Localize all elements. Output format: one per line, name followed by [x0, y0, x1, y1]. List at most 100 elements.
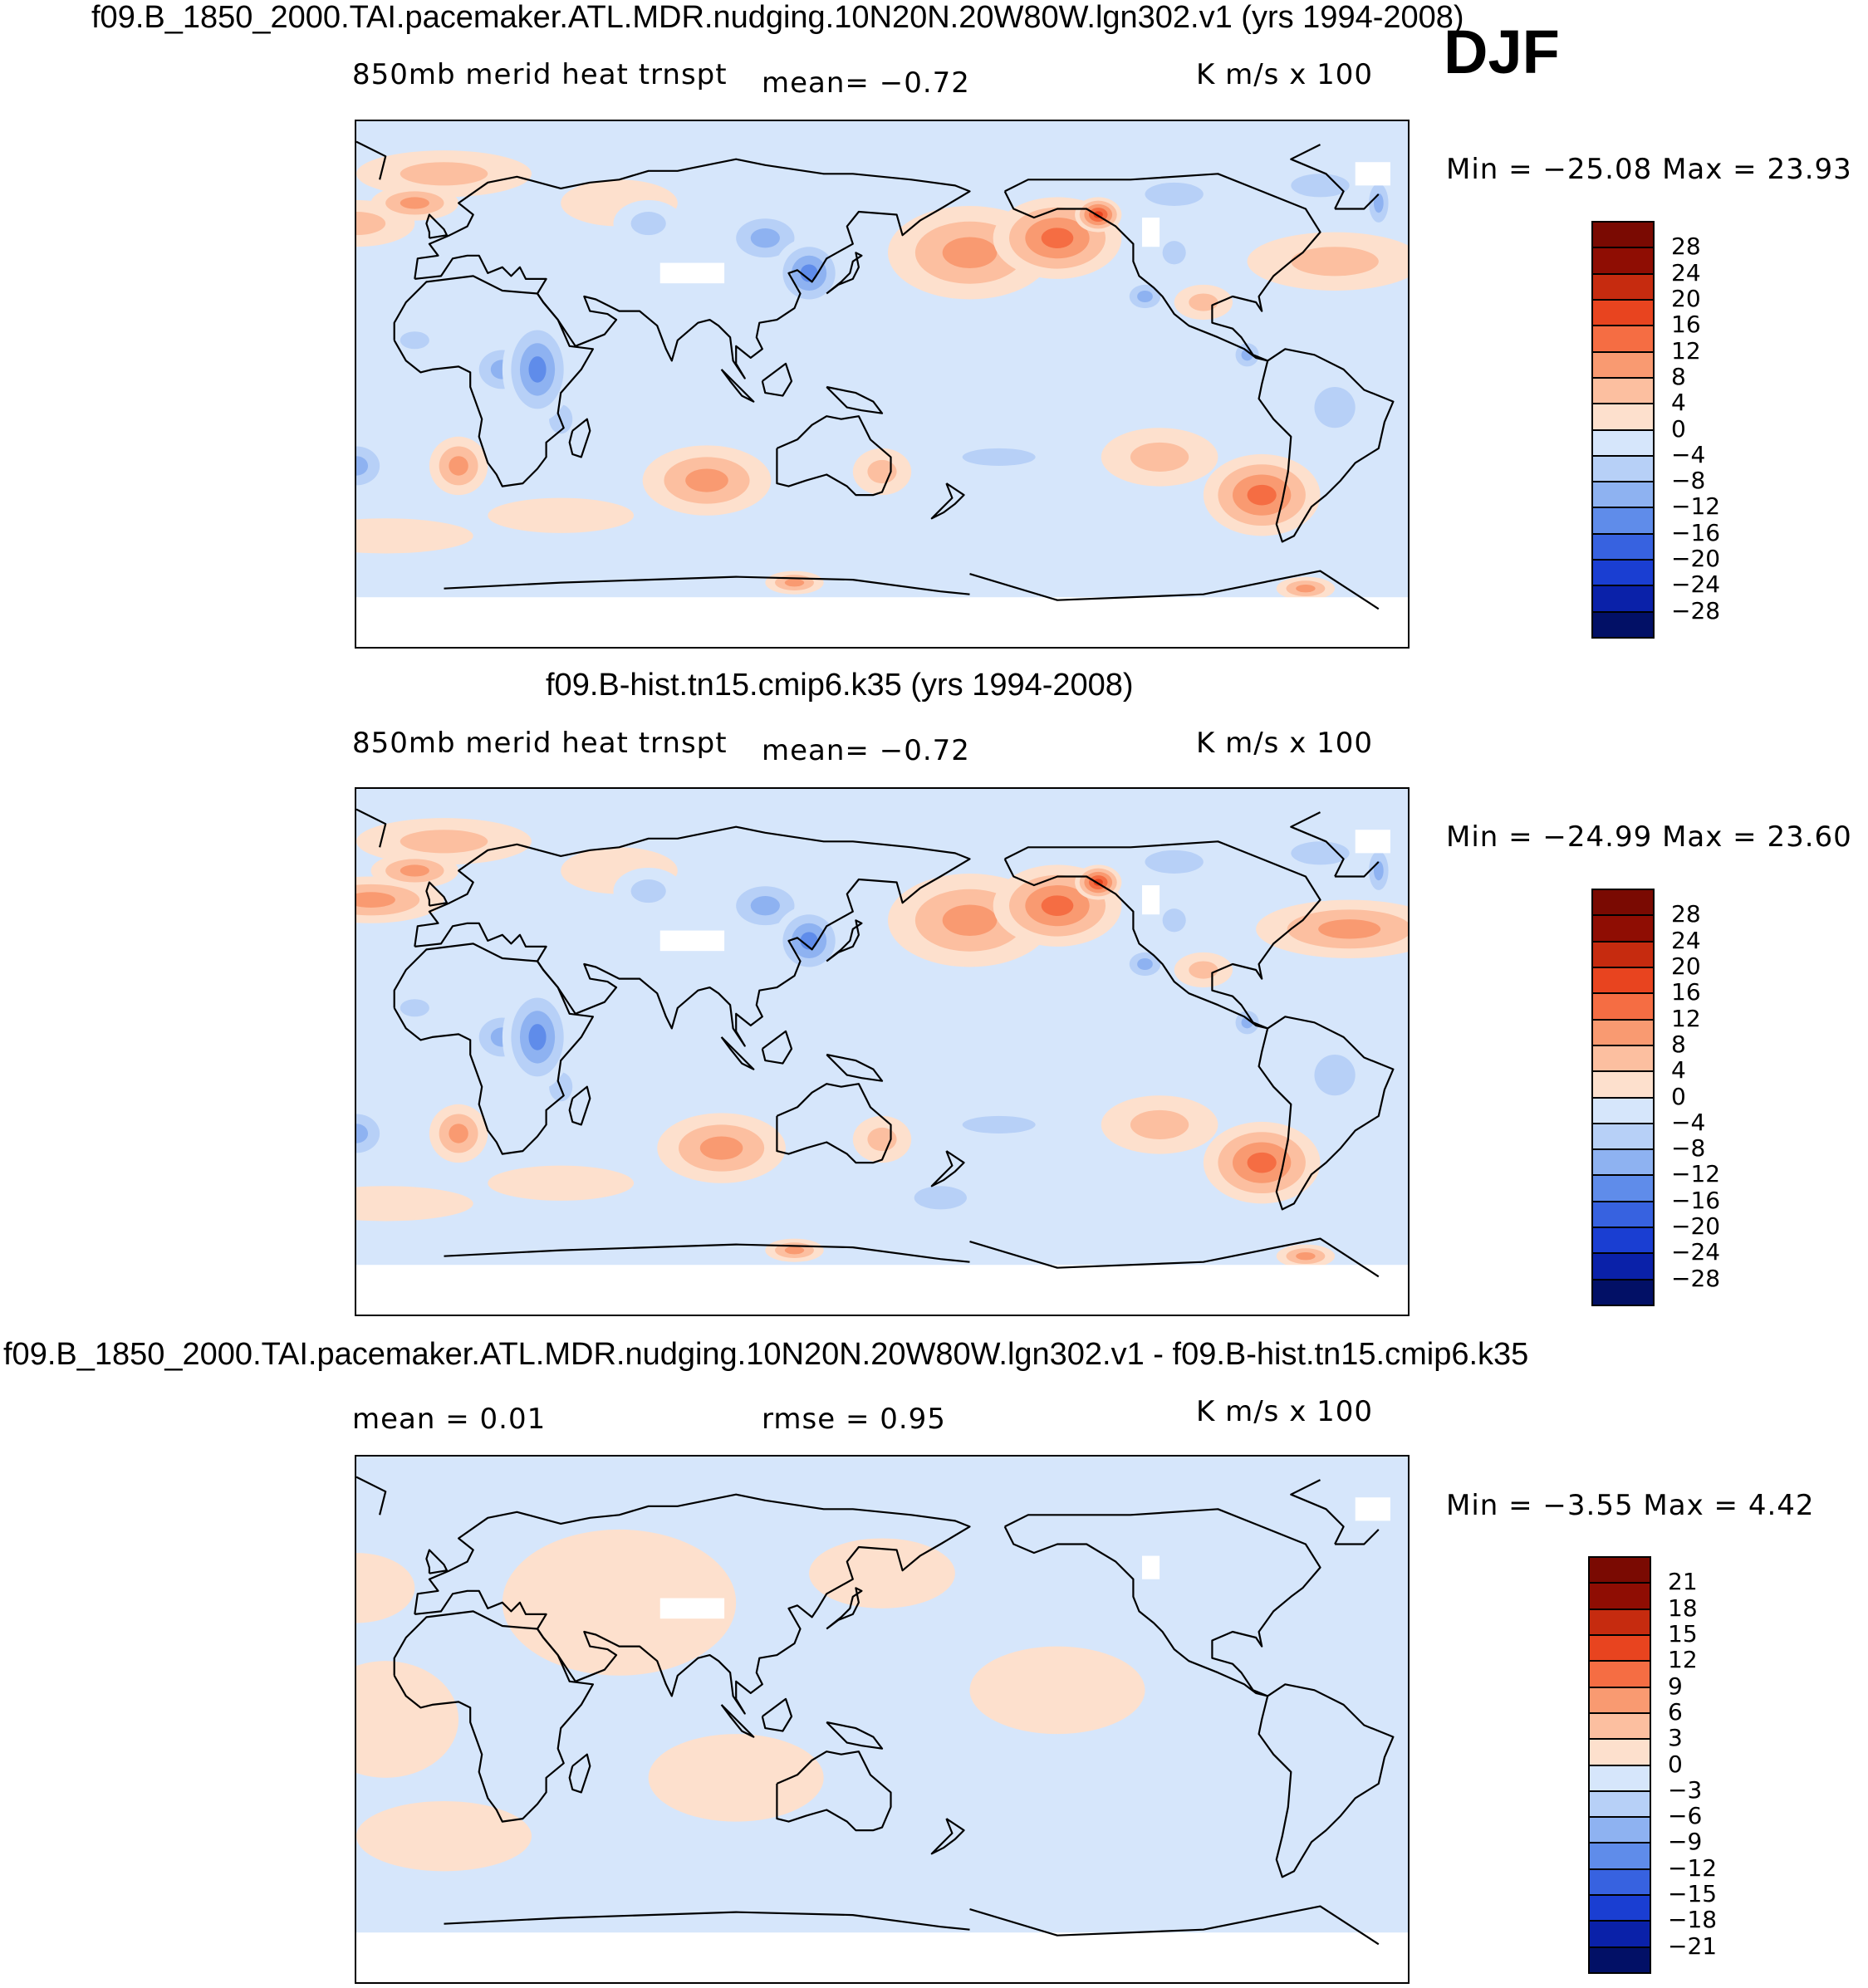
colorbar-label: 20 [1671, 284, 1701, 312]
colorbar-box [1591, 610, 1655, 639]
colorbar-label: −4 [1671, 1108, 1706, 1136]
colorbar-box [1591, 914, 1655, 943]
contour-band [1291, 174, 1350, 198]
colorbar-label: 9 [1668, 1672, 1683, 1700]
panel3-units: K m/s x 100 [1196, 1395, 1374, 1428]
contour-band [699, 1136, 743, 1160]
coastline [1003, 840, 1321, 1030]
contour-band [1189, 293, 1218, 311]
contour-band [569, 1107, 640, 1154]
contour-band [528, 356, 547, 383]
panel3-minmax: Min = −3.55 Max = 4.42 [1446, 1489, 1815, 1522]
colorbar-box [1588, 1868, 1651, 1897]
colorbar-label: −12 [1671, 492, 1721, 521]
contour-band [867, 459, 897, 484]
coastline [776, 415, 892, 497]
panel3-rmse: rmse = 0.95 [762, 1403, 946, 1436]
coastline [720, 1704, 755, 1738]
panel1-mean: mean= −0.72 [762, 66, 970, 100]
colorbar-label: 4 [1671, 1056, 1686, 1085]
colorbar-box [1591, 1148, 1655, 1177]
contour-band [1137, 957, 1153, 971]
contour-band [1247, 1152, 1277, 1173]
antarctica-fill [356, 1265, 1408, 1315]
coastline [568, 418, 591, 458]
colorbar-label: 8 [1671, 362, 1686, 390]
colorbar-box [1588, 1711, 1651, 1741]
season-label: DJF [1444, 17, 1560, 86]
colorbar-box [1591, 1200, 1655, 1229]
contour-band [1041, 895, 1074, 916]
panel1-minmax: Min = −25.08 Max = 23.93 [1446, 153, 1852, 186]
contour-band [1247, 484, 1277, 506]
field-blob [356, 1661, 459, 1778]
antarctica-fill [356, 597, 1408, 647]
colorbar-label: −21 [1668, 1932, 1718, 1960]
panel2-map [355, 787, 1410, 1316]
coastline [826, 1721, 884, 1750]
contour-band [685, 468, 728, 492]
coastline [720, 1036, 755, 1070]
colorbar-label: 4 [1671, 389, 1686, 417]
panel2-minmax: Min = −24.99 Max = 23.60 [1446, 820, 1852, 854]
coastline [1258, 1016, 1395, 1211]
panel1-map [355, 120, 1410, 649]
contour-band [356, 1186, 473, 1222]
contour-band [942, 237, 998, 269]
contour-band [400, 830, 488, 854]
colorbar-box [1591, 1174, 1655, 1202]
panel2-units: K m/s x 100 [1196, 727, 1374, 760]
coastline [720, 369, 755, 403]
contour-band [800, 932, 818, 950]
contour-band [962, 448, 1036, 466]
colorbar-box [1591, 1227, 1655, 1255]
colorbar-label: −3 [1668, 1775, 1703, 1804]
colorbar-label: 16 [1671, 978, 1701, 1006]
colorbar-box [1591, 221, 1655, 249]
coastline [1003, 1508, 1321, 1697]
contour-band [356, 518, 473, 554]
contour-band [875, 990, 947, 1026]
colorbar-box [1588, 1556, 1651, 1584]
panel3-map [355, 1455, 1410, 1984]
contour-band [449, 456, 468, 476]
contour-band [488, 1165, 635, 1201]
contour-band [1318, 919, 1381, 939]
contour-band [1130, 1109, 1189, 1139]
coastline [393, 275, 594, 487]
contour-band [356, 456, 369, 476]
contour-band [867, 1127, 897, 1152]
contour-band [914, 1186, 967, 1210]
colorbar-label: −28 [1671, 596, 1721, 624]
colorbar-box [1591, 1278, 1655, 1306]
contour-band [356, 212, 386, 236]
contour-band [400, 999, 429, 1017]
missing-data-region [659, 262, 725, 284]
colorbar-box [1591, 272, 1655, 301]
colorbar-label: −28 [1671, 1264, 1721, 1292]
coastline [826, 1053, 884, 1082]
colorbar-box [1591, 1070, 1655, 1099]
colorbar-label: 18 [1668, 1594, 1698, 1622]
colorbar-box [1591, 428, 1655, 457]
contour-band [1162, 241, 1186, 265]
field-blob [969, 1646, 1145, 1735]
contour-band [1373, 860, 1384, 881]
panel2-title: f09.B-hist.tn15.cmip6.k35 (yrs 1994-2008… [546, 668, 1134, 703]
contour-band [400, 162, 488, 186]
missing-data-region [1355, 830, 1390, 854]
panel3-colorbar: 21 18 15 12 9 6 3 0 −3 −6 −9 −12 −15 −18 −21 [1588, 1556, 1717, 1974]
colorbar-box [1591, 889, 1655, 917]
colorbar-label: 12 [1671, 1004, 1701, 1032]
contour-band [942, 904, 998, 937]
contour-band [1314, 1055, 1356, 1096]
colorbar-box [1588, 1686, 1651, 1714]
colorbar-box [1591, 1044, 1655, 1073]
missing-data-region [1141, 885, 1160, 915]
field-blob [356, 1800, 532, 1872]
contour-band [875, 322, 947, 358]
contour-band [1145, 850, 1204, 874]
colorbar-label: −20 [1671, 545, 1721, 573]
contour-band [1296, 1251, 1316, 1261]
map-svg [356, 140, 1408, 647]
